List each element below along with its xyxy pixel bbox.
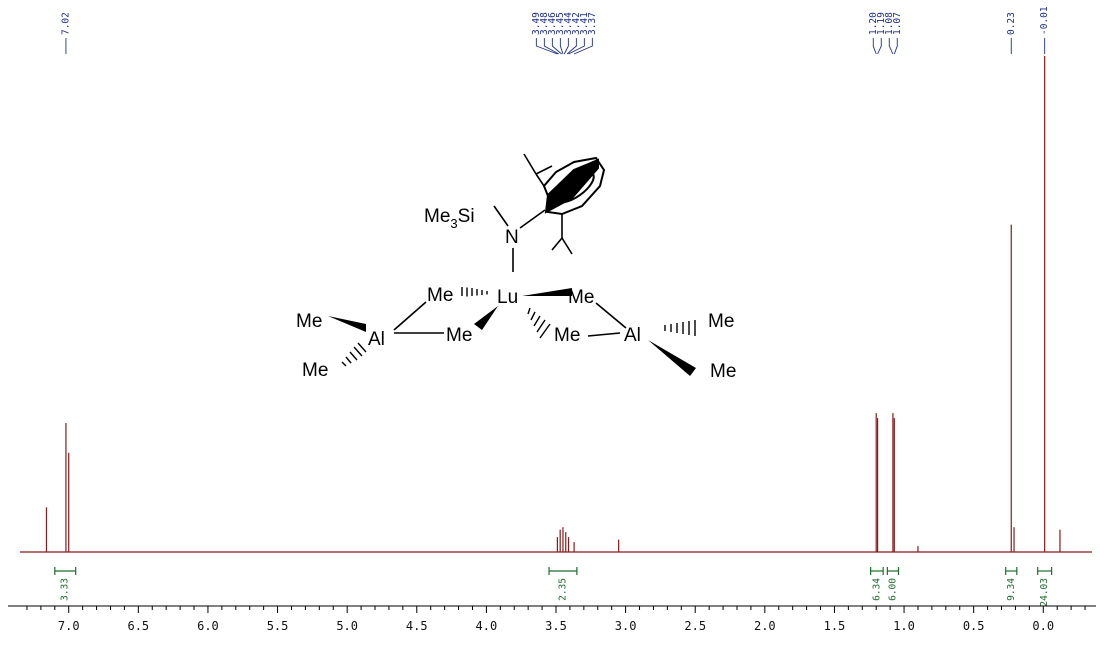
x-tick-label: 4.0 — [476, 619, 498, 633]
methyl-bridge-bottom-left: Me — [446, 325, 472, 346]
peak-shift-label: 7.02 — [60, 12, 71, 35]
lutetium-label: Lu — [497, 287, 518, 308]
methyl-al-right-top: Me — [708, 311, 734, 332]
peak-label-connector — [568, 38, 585, 55]
x-tick-label: 6.0 — [197, 619, 219, 633]
x-tick-label: 4.5 — [406, 619, 428, 633]
peak-label-connector — [535, 38, 558, 55]
methyl-bridge-top-right: Me — [568, 287, 594, 308]
x-tick-label: 7.0 — [58, 619, 80, 633]
x-tick-label: 1.5 — [824, 619, 846, 633]
peak-label-connector — [563, 38, 569, 55]
nitrogen-label: N — [505, 227, 519, 248]
integral-value: 2.35 — [557, 578, 568, 601]
peak-label-connector — [888, 38, 894, 55]
aryl-ring — [542, 156, 606, 216]
aryl-ring-inner — [553, 170, 595, 204]
isopropyl-groups — [523, 153, 573, 255]
hashed-bonds — [341, 287, 696, 367]
peak-label-connector — [893, 38, 898, 55]
x-tick-label: 0.0 — [1032, 619, 1054, 633]
aryl-ring-outline — [542, 156, 606, 216]
integral-value: 3.33 — [60, 578, 71, 601]
peak-label-connector — [877, 38, 882, 55]
methyl-bridge-top-left: Me — [427, 285, 453, 306]
peak-label-connector — [543, 38, 560, 55]
peak-label-group: -0.01 — [1039, 6, 1050, 54]
methyl-bridge-bottom-right: Me — [554, 325, 580, 346]
peak-shift-label: 1.08 — [884, 12, 895, 35]
x-tick-label: 5.0 — [336, 619, 358, 633]
integral-marker: 3.33 — [54, 567, 77, 601]
peak-shift-label: -0.01 — [1039, 6, 1050, 35]
x-tick-label: 2.0 — [754, 619, 776, 633]
methyl-al-left-bottom: Me — [302, 360, 328, 381]
amide-bonds — [493, 205, 546, 272]
peak-shift-label: 3.49 — [531, 12, 542, 35]
x-tick-label: 6.5 — [127, 619, 149, 633]
peak-shift-label: 3.45 — [555, 12, 566, 35]
x-tick-label: 5.5 — [267, 619, 289, 633]
peak-label-group: 7.02 — [60, 12, 71, 54]
peak-shift-label: 1.20 — [868, 12, 879, 35]
peak-label-connector — [872, 38, 877, 55]
spectrum-trace-layer — [20, 56, 1092, 553]
integral-value: 6.00 — [887, 578, 898, 601]
x-tick-label: 0.5 — [963, 619, 985, 633]
peak-label-connector — [566, 38, 577, 55]
peak-label-connector — [573, 38, 593, 55]
peak-shift-label: 3.44 — [563, 12, 574, 35]
integral-marker: 9.34 — [1005, 567, 1018, 601]
trimethylsilyl-label: Me3Si — [424, 206, 475, 231]
peak-label-group: 0.23 — [1006, 12, 1017, 54]
x-tick-label: 1.0 — [893, 619, 915, 633]
peak-shift-label: 3.48 — [539, 12, 550, 35]
integral-marker: 2.35 — [548, 567, 578, 601]
peak-shift-label: 1.19 — [876, 12, 887, 35]
x-tick-label: 3.5 — [545, 619, 567, 633]
integral-value: 6.34 — [871, 578, 882, 601]
integral-value: 24.03 — [1039, 578, 1050, 607]
aluminum-left-label: Al — [368, 329, 385, 350]
integral-marker: 6.34 — [870, 567, 884, 601]
peak-labels-layer: 7.02 3.493.483.463.453.443.423.413.37 1.20… — [60, 6, 1050, 55]
peak-shift-label: 3.41 — [579, 12, 590, 35]
peak-label-connector — [551, 38, 562, 55]
peak-shift-label: 3.37 — [587, 12, 598, 35]
peak-label-group: 1.201.191.081.07 — [868, 12, 903, 55]
integral-value: 9.34 — [1006, 578, 1017, 601]
peak-label-group: 3.493.483.463.453.443.423.413.37 — [531, 12, 598, 55]
integral-marker: 6.00 — [886, 567, 900, 601]
integrals-layer: 3.33 2.35 6.34 6.00 9.34 24.03 — [54, 567, 1053, 607]
aluminum-right-label: Al — [624, 325, 641, 346]
wedge-bonds — [328, 288, 696, 376]
peak-label-connector — [559, 38, 564, 55]
x-tick-label: 2.5 — [684, 619, 706, 633]
chemical-structure: Me3Si N Lu Al Al Me Me Me Me Me Me Me Me — [296, 153, 736, 382]
x-tick-label: 3.0 — [615, 619, 637, 633]
integral-marker: 24.03 — [1037, 567, 1053, 607]
x-axis: 7.0 6.5 6.0 5.5 5.0 4.5 4.0 3.5 3.0 2.5 2.0 1.5 1.0 0… — [8, 605, 1096, 633]
framework-bonds — [393, 301, 627, 337]
peak-shift-label: 3.42 — [571, 12, 582, 35]
peak-shift-label: 0.23 — [1006, 12, 1017, 35]
peak-shift-label: 1.07 — [892, 12, 903, 35]
methyl-al-right-bottom: Me — [710, 361, 736, 382]
methyl-al-left-top: Me — [296, 311, 322, 332]
peak-shift-label: 3.46 — [547, 12, 558, 35]
